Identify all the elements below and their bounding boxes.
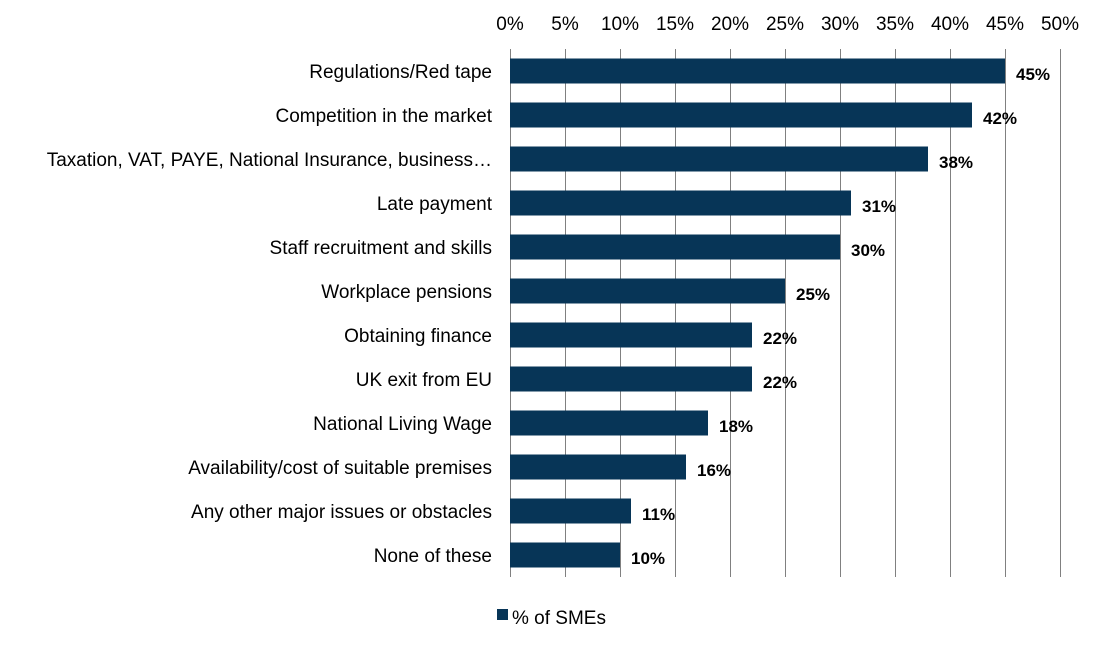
x-tick-label: 45% <box>986 14 1024 35</box>
data-label: 10% <box>631 549 665 568</box>
x-tick-label: 10% <box>601 14 639 35</box>
data-labels: 45% 42% 38% 31% 30% 25% 22% 22% 18% 16% 11% 10% <box>631 65 1050 568</box>
x-tick-label: 15% <box>656 14 694 35</box>
bar <box>510 234 840 260</box>
category-label: UK exit from EU <box>356 370 492 391</box>
data-label: 18% <box>719 417 753 436</box>
category-labels: Regulations/Red tape Competition in the m… <box>47 62 493 567</box>
category-label: Any other major issues or obstacles <box>191 502 492 523</box>
legend-swatch <box>497 609 508 620</box>
data-label: 42% <box>983 109 1017 128</box>
category-label: Regulations/Red tape <box>309 62 492 83</box>
data-label: 25% <box>796 285 830 304</box>
legend-label: % of SMEs <box>512 608 606 629</box>
data-label: 45% <box>1016 65 1050 84</box>
x-axis-tick-labels: 0% 5% 10% 15% 20% 25% 30% 35% 40% 45% 50% <box>496 14 1079 35</box>
data-label: 11% <box>642 505 675 524</box>
category-label: None of these <box>374 546 492 567</box>
bar <box>510 102 972 128</box>
bar <box>510 410 708 436</box>
category-label: Competition in the market <box>276 106 493 127</box>
x-tick-label: 30% <box>821 14 859 35</box>
category-label: Obtaining finance <box>344 326 492 347</box>
x-tick-label: 5% <box>551 14 579 35</box>
x-tick-label: 25% <box>766 14 804 35</box>
bar <box>510 454 686 480</box>
category-label: National Living Wage <box>313 414 492 435</box>
bar <box>510 542 620 568</box>
category-label: Staff recruitment and skills <box>270 238 492 259</box>
bar <box>510 498 631 524</box>
gridlines <box>510 49 1061 577</box>
data-label: 38% <box>939 153 973 172</box>
category-label: Late payment <box>377 194 493 215</box>
category-label: Workplace pensions <box>321 282 492 303</box>
data-label: 31% <box>862 197 896 216</box>
bars <box>510 58 1005 568</box>
data-label: 22% <box>763 373 797 392</box>
category-label: Availability/cost of suitable premises <box>188 458 492 479</box>
data-label: 22% <box>763 329 797 348</box>
data-label: 16% <box>697 461 731 480</box>
bar <box>510 322 752 348</box>
bar <box>510 58 1005 84</box>
bar <box>510 146 928 172</box>
bar <box>510 190 851 216</box>
x-tick-label: 40% <box>931 14 969 35</box>
category-label: Taxation, VAT, PAYE, National Insurance,… <box>47 150 492 171</box>
legend: % of SMEs <box>497 608 606 629</box>
bar <box>510 278 785 304</box>
x-tick-label: 35% <box>876 14 914 35</box>
x-tick-label: 0% <box>496 14 524 35</box>
x-tick-label: 50% <box>1041 14 1079 35</box>
x-tick-label: 20% <box>711 14 749 35</box>
data-label: 30% <box>851 241 885 260</box>
bar <box>510 366 752 392</box>
